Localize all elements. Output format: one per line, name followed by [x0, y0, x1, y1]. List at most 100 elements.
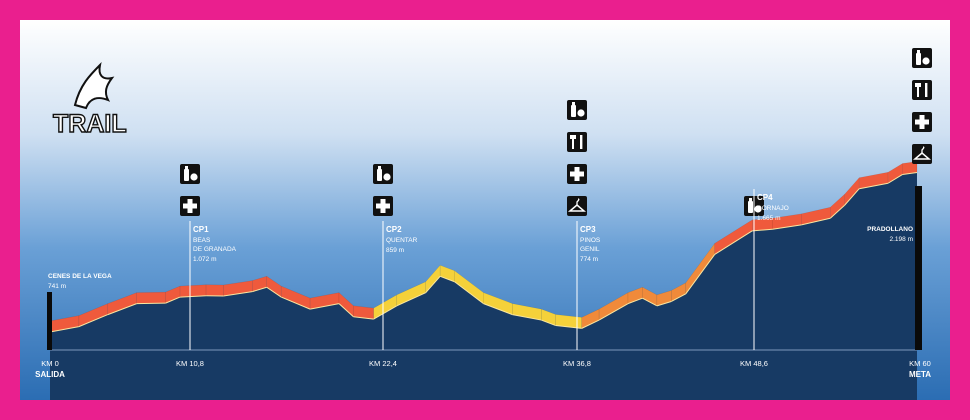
checkpoint-id: CP1 [193, 225, 209, 234]
fork-tines [570, 135, 576, 139]
checkpoint-id: CP2 [386, 225, 402, 234]
apple-shape [577, 109, 585, 117]
profile-ridge-edge [396, 292, 426, 307]
cross-horizontal [183, 203, 197, 209]
checkpoint-km: KM 22,4 [369, 359, 397, 368]
first-aid-icon [567, 164, 587, 184]
hanger-hook [921, 146, 925, 153]
profile-ridge-edge [454, 281, 484, 305]
checkpoint-km: KM 10,8 [176, 359, 204, 368]
profile-ridge-edge [165, 296, 181, 304]
start-label: SALIDA [35, 370, 65, 379]
start-place: CENES DE LA VEGA [48, 273, 112, 280]
profile-ridge-edge [136, 302, 166, 305]
start-post [47, 292, 52, 350]
profile-ridge-edge [223, 291, 253, 297]
checkpoint-name-line: DE GRANADA [193, 246, 237, 253]
profile-ridge-edge [78, 314, 108, 328]
finish-elevation: 2.198 m [890, 236, 914, 243]
icon-box [180, 164, 200, 184]
fork-shape [572, 135, 574, 149]
clothes-hanger-icon [567, 196, 587, 216]
drink-food-icon [373, 164, 393, 184]
checkpoint-elevation: 1.665 m [757, 215, 781, 222]
start-elevation: 741 m [48, 283, 66, 290]
profile-ridge-edge [752, 228, 773, 232]
clothes-hanger-icon [912, 144, 932, 164]
checkpoint-km: KM 48,6 [740, 359, 768, 368]
finish-label: META [909, 370, 931, 379]
bottle-body [748, 201, 753, 213]
cross-horizontal [376, 203, 390, 209]
profile-ridge-edge [310, 303, 340, 310]
profile-ridge-edge [281, 296, 311, 310]
icon-box [912, 144, 932, 164]
trail-logo: TRAIL [52, 61, 127, 139]
bottle-cap [185, 166, 188, 169]
profile-ridge-edge [642, 297, 658, 307]
drink-food-icon [567, 100, 587, 120]
profile-frame: TRAIL CP1 BEAS DE GRANADA 1.072 m KM 10,8 CP2… [20, 20, 950, 400]
profile-ridge-edge [353, 316, 374, 320]
profile-ridge-edge [512, 314, 542, 321]
checkpoint-name-line: QUENTAR [386, 237, 418, 244]
profile-ridge-edge [902, 172, 918, 175]
bottle-cap [378, 166, 381, 169]
finish-place: PRADOLLANO [867, 226, 913, 233]
knife-shape [580, 135, 583, 149]
checkpoint-elevation: 774 m [580, 256, 598, 263]
profile-ridge-edge [49, 326, 79, 333]
profile-ridge-segment [179, 284, 207, 298]
cross-horizontal [915, 119, 929, 125]
profile-ridge-edge [714, 230, 753, 255]
profile-ridge-edge [829, 204, 846, 219]
icon-box [567, 196, 587, 216]
profile-ridge-edge [801, 217, 831, 226]
hanger-hook [576, 198, 580, 205]
checkpoint-km: KM 36,8 [563, 359, 591, 368]
profile-ridge-edge [483, 303, 513, 316]
bottle-body [377, 169, 382, 181]
drink-food-icon [180, 164, 200, 184]
start-km: KM 0 [41, 359, 59, 368]
checkpoint-elevation: 1.072 m [193, 256, 217, 263]
finish-km: KM 60 [909, 359, 931, 368]
fork-shape [917, 83, 919, 97]
checkpoint-name-line: PINOS [580, 237, 601, 244]
hanger-body [912, 152, 932, 160]
logo-text: TRAIL [53, 110, 127, 138]
profile-ridge-edge [671, 293, 687, 302]
bottle-cap [572, 102, 575, 105]
profile-ridge-edge [685, 254, 716, 295]
checkpoint-name-line: GENIL [580, 246, 600, 253]
profile-ridge-edge [772, 224, 802, 230]
fork-tines [915, 83, 921, 87]
profile-ridge-edge [180, 295, 207, 298]
apple-shape [190, 173, 198, 181]
profile-ridge-edge [266, 286, 282, 298]
profile-ridge-segment [205, 284, 224, 297]
profile-ridge-edge [425, 275, 441, 294]
cutlery-icon [567, 132, 587, 152]
bottle-body [916, 53, 921, 65]
cutlery-icon [912, 80, 932, 100]
apple-shape [383, 173, 391, 181]
apple-shape [754, 205, 762, 213]
profile-ridge-edge [656, 300, 672, 307]
first-aid-icon [373, 196, 393, 216]
profile-ridge-edge [439, 275, 455, 283]
profile-ridge-edge [541, 319, 556, 327]
checkpoint-name-line: BEAS [193, 237, 211, 244]
icon-box [567, 100, 587, 120]
profile-ridge-edge [252, 286, 267, 293]
logo-runner-shape [73, 61, 115, 110]
drink-food-icon [912, 48, 932, 68]
checkpoint-name-line: DORNAJO [757, 205, 789, 212]
profile-ridge-edge [338, 303, 354, 318]
bottle-body [571, 105, 576, 117]
icon-box [912, 48, 932, 68]
profile-ridge-edge [598, 303, 629, 321]
icon-box [373, 164, 393, 184]
first-aid-icon [912, 112, 932, 132]
checkpoint-elevation: 859 m [386, 247, 404, 254]
